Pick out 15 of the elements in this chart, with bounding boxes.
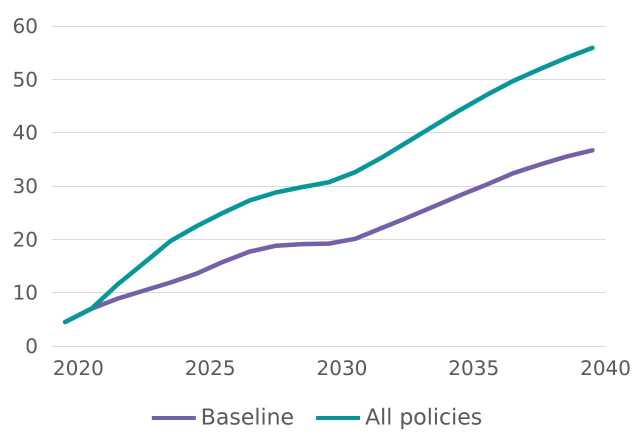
x-tick-label: 2020: [52, 356, 104, 380]
y-tick-label: 20: [12, 227, 38, 252]
y-tick-label: 30: [12, 174, 38, 198]
x-tick-label: 2035: [448, 356, 500, 380]
x-tick-label: 2030: [316, 356, 368, 380]
y-tick-label: 60: [12, 14, 38, 38]
y-tick-label: 0: [25, 334, 38, 358]
y-tick-label: 10: [12, 280, 38, 305]
y-tick-label: 50: [12, 67, 38, 92]
line-series: [62, 46, 595, 324]
x-tick-label: 2025: [184, 356, 236, 380]
legend-label: Baseline: [200, 406, 294, 430]
x-tick-label: 2040: [580, 356, 632, 380]
y-tick-label: 40: [12, 120, 38, 145]
legend-label: All policies: [365, 406, 482, 430]
